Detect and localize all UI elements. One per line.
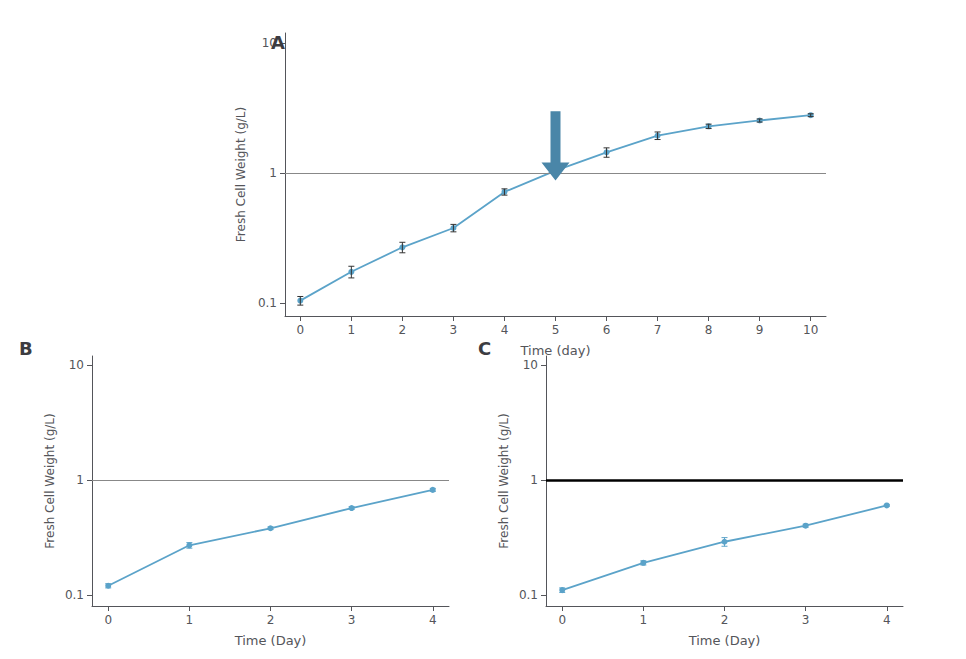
svg-text:C: C xyxy=(478,338,491,359)
svg-text:0.1: 0.1 xyxy=(519,588,538,602)
svg-text:3: 3 xyxy=(450,323,458,337)
svg-text:10: 10 xyxy=(523,358,538,372)
svg-text:4: 4 xyxy=(429,613,437,627)
svg-text:8: 8 xyxy=(705,323,713,337)
svg-text:3: 3 xyxy=(802,613,810,627)
svg-text:2: 2 xyxy=(267,613,275,627)
svg-text:9: 9 xyxy=(756,323,764,337)
svg-text:5: 5 xyxy=(552,323,560,337)
svg-text:4: 4 xyxy=(883,613,891,627)
svg-text:7: 7 xyxy=(654,323,662,337)
svg-text:1: 1 xyxy=(348,323,356,337)
svg-text:0.1: 0.1 xyxy=(258,296,277,310)
svg-text:1: 1 xyxy=(640,613,648,627)
svg-text:Time (Day): Time (Day) xyxy=(688,633,761,648)
svg-text:0: 0 xyxy=(558,613,566,627)
svg-text:0: 0 xyxy=(104,613,112,627)
svg-text:10: 10 xyxy=(261,36,277,51)
svg-text:2: 2 xyxy=(721,613,729,627)
svg-text:0.1: 0.1 xyxy=(65,588,84,602)
svg-text:1: 1 xyxy=(76,473,84,487)
svg-text:Fresh Cell Weight (g/L): Fresh Cell Weight (g/L) xyxy=(234,107,248,242)
svg-text:1: 1 xyxy=(186,613,194,627)
svg-text:B: B xyxy=(19,338,33,359)
svg-text:4: 4 xyxy=(501,323,509,337)
svg-text:10: 10 xyxy=(69,358,84,372)
svg-text:3: 3 xyxy=(348,613,356,627)
svg-text:6: 6 xyxy=(603,323,611,337)
svg-text:1: 1 xyxy=(530,473,538,487)
svg-text:1: 1 xyxy=(269,166,277,180)
svg-text:A: A xyxy=(271,32,285,53)
svg-text:Time (Day): Time (Day) xyxy=(234,633,307,648)
svg-text:10: 10 xyxy=(803,323,818,337)
svg-text:Fresh Cell Weight (g/L): Fresh Cell Weight (g/L) xyxy=(497,413,511,548)
svg-text:2: 2 xyxy=(399,323,407,337)
svg-text:Fresh Cell Weight (g/L): Fresh Cell Weight (g/L) xyxy=(43,413,57,548)
svg-text:Time (day): Time (day) xyxy=(519,343,590,358)
svg-text:0: 0 xyxy=(296,323,304,337)
